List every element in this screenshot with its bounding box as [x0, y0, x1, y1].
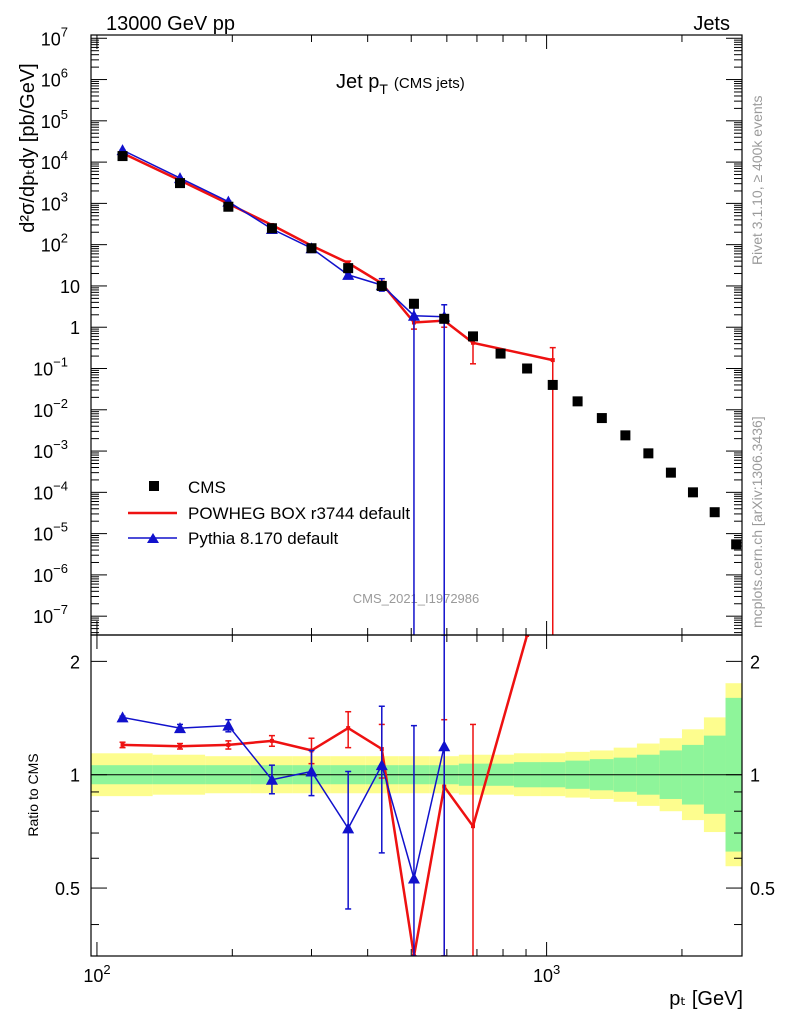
- pythia-ratio-line: [122, 716, 445, 879]
- cms-point: [495, 348, 506, 359]
- y-tick-label-ratio: 2: [70, 652, 80, 672]
- legend-marker-cms: [149, 481, 159, 491]
- pythia-ratio-point: [342, 822, 355, 834]
- cms-point: [596, 413, 607, 424]
- pythia-ratio-point: [116, 711, 129, 723]
- y-tick-label-main: 10−7: [33, 602, 68, 627]
- powheg-ratio-point: [269, 738, 274, 743]
- powheg-point: [550, 358, 555, 363]
- pythia-point: [407, 309, 420, 321]
- cms-point: [439, 313, 450, 324]
- y-tick-label-main: 103: [41, 189, 68, 214]
- cms-point: [306, 243, 317, 254]
- cms-point: [547, 379, 558, 390]
- y-tick-label-ratio: 0.5: [55, 879, 80, 899]
- mcplots-label: mcplots.cern.ch [arXiv:1306.3436]: [749, 416, 765, 628]
- y-tick-label-ratio: 1: [70, 766, 80, 786]
- y-axis-label-ratio: Ratio to CMS: [25, 753, 41, 836]
- powheg-ratio-point: [525, 635, 530, 637]
- cms-point: [572, 396, 583, 407]
- y-tick-label-main: 10−1: [33, 355, 68, 380]
- powheg-line: [121, 151, 553, 362]
- powheg-ratio-point: [226, 742, 231, 747]
- y-tick-label-main: 10−5: [33, 520, 68, 545]
- legend: CMS POWHEG BOX r3744 default Pythia 8.17…: [128, 478, 410, 548]
- legend-label-pythia: Pythia 8.170 default: [188, 529, 339, 548]
- pythia-ratio-point: [265, 773, 278, 785]
- y-tick-label-main: 105: [41, 107, 68, 132]
- pythia-ratio-point: [438, 740, 451, 752]
- powheg-ratio-point: [120, 742, 125, 747]
- powheg-point: [346, 260, 351, 265]
- pythia-ratio-point: [222, 719, 235, 731]
- cms-point: [223, 201, 234, 212]
- axis-ticks: 102 10310710610510410310210110−110−210−31…: [33, 24, 775, 986]
- cms-point: [665, 467, 676, 478]
- x-tick-label: 103: [533, 962, 560, 986]
- cms-point: [117, 151, 128, 162]
- cms-point: [174, 178, 185, 189]
- rivet-version-label: Rivet 3.1.10, ≥ 400k events: [749, 95, 765, 265]
- powheg-point: [471, 340, 476, 345]
- y-tick-label-main: 10−2: [33, 396, 68, 421]
- y-tick-label-main: 10−4: [33, 478, 68, 503]
- energy-label: 13000 GeV pp: [106, 13, 235, 35]
- pythia-ratio-point: [375, 759, 388, 771]
- y-tick-label-ratio-right: 1: [750, 766, 760, 786]
- ratio-panel-marks: [116, 635, 530, 956]
- cms-point: [643, 448, 654, 459]
- pythia-ratio-point: [305, 765, 318, 777]
- y-tick-label-main: 10−6: [33, 561, 68, 586]
- y-tick-label-ratio-right: 2: [750, 652, 760, 672]
- analysis-id-label: CMS_2021_I1972986: [353, 591, 480, 606]
- y-tick-label-main: 102: [41, 231, 68, 256]
- powheg-ratio-point: [177, 744, 182, 749]
- cms-point: [731, 539, 742, 550]
- pythia-point: [342, 268, 355, 280]
- y-tick-label-ratio-right: 0.5: [750, 879, 775, 899]
- legend-label-cms: CMS: [188, 478, 226, 497]
- legend-label-powheg: POWHEG BOX r3744 default: [188, 504, 410, 523]
- y-tick-label-main: 10: [60, 277, 80, 297]
- powheg-ratio-point: [346, 726, 351, 731]
- y-tick-label-main: 1: [70, 318, 80, 338]
- cms-point: [709, 507, 720, 518]
- cms-point: [522, 363, 533, 374]
- x-axis-label: pₜ [GeV]: [669, 988, 743, 1010]
- y-tick-label-main: 106: [41, 66, 68, 91]
- y-tick-label-main: 107: [41, 24, 68, 49]
- ratio-panel-frame: [90, 634, 743, 957]
- pythia-ratio-point: [407, 872, 420, 884]
- plot-title: Jet pT (CMS jets): [336, 71, 465, 97]
- cms-point: [376, 280, 387, 291]
- legend-marker-pythia: [147, 533, 159, 543]
- y-axis-label-main: d²σ/dpₜdy [pb/GeV]: [17, 63, 39, 232]
- powheg-ratio-line: [122, 635, 529, 956]
- cms-point: [408, 298, 419, 309]
- y-tick-label-main: 10−3: [33, 437, 68, 462]
- powheg-ratio-point: [471, 824, 476, 829]
- pythia-ratio-point: [173, 722, 186, 734]
- main-panel-marks: [116, 144, 742, 635]
- category-label: Jets: [693, 13, 730, 35]
- y-tick-label-main: 104: [41, 148, 68, 173]
- cms-point: [468, 331, 479, 342]
- x-tick-label: 102: [83, 962, 110, 986]
- cms-point: [343, 263, 354, 274]
- cms-point: [266, 223, 277, 234]
- cms-point: [620, 430, 631, 441]
- cms-point: [687, 487, 698, 498]
